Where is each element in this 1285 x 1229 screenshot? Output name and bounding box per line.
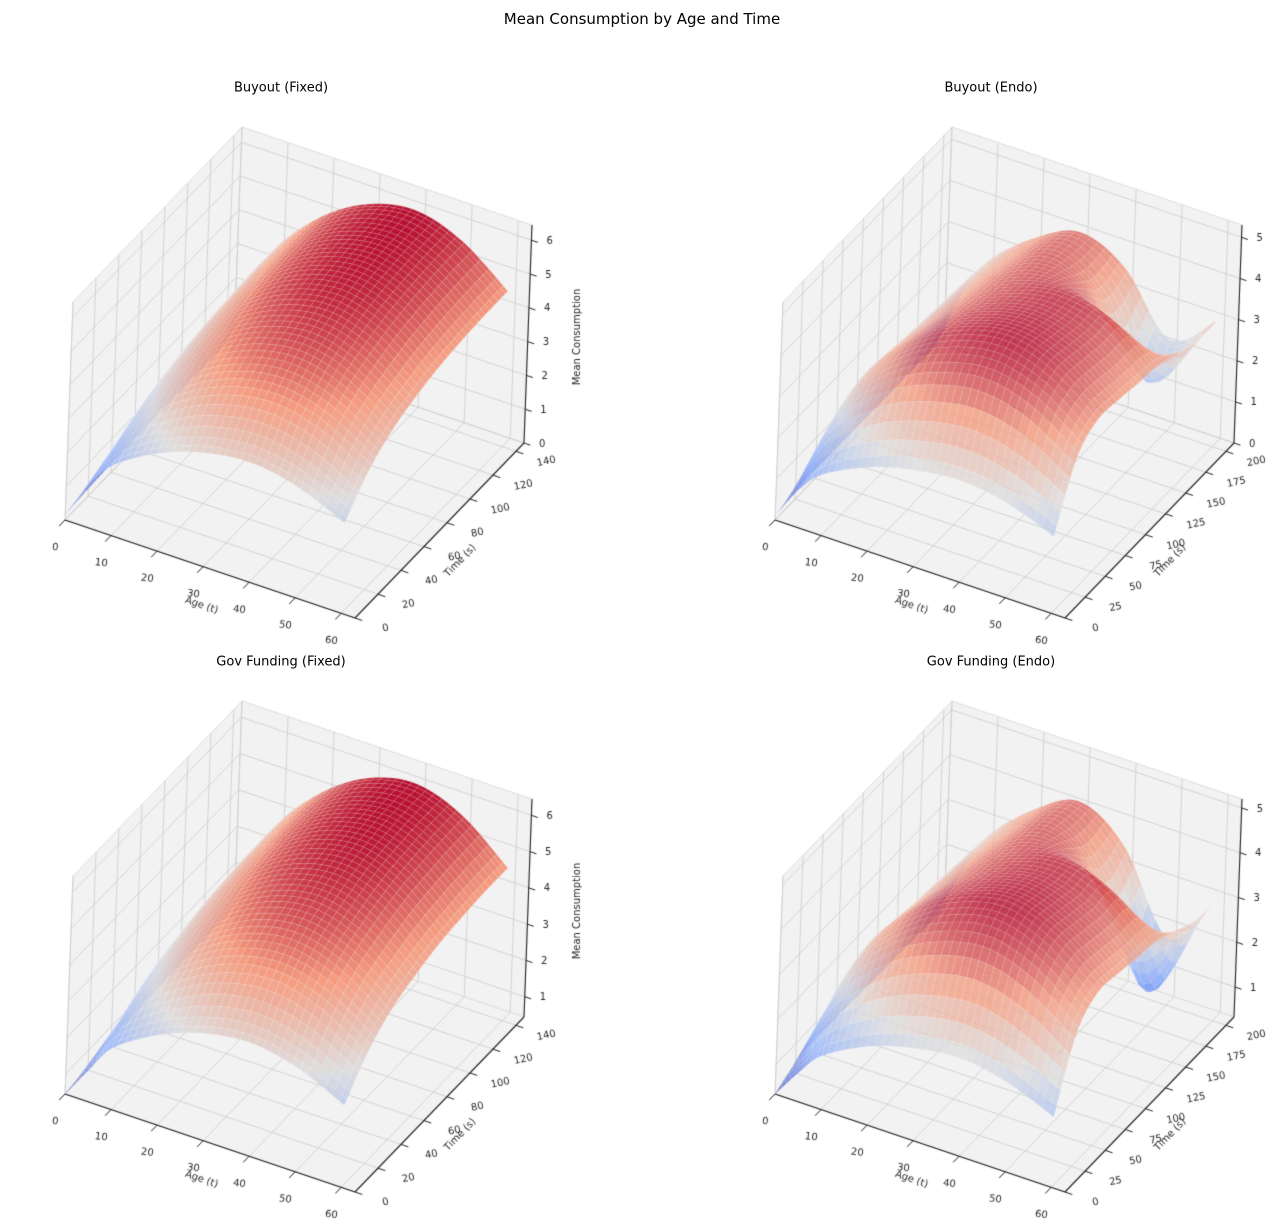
surface-plot-govfund-fixed: [0, 629, 643, 1229]
surface-plot-buyout-fixed: [0, 50, 643, 650]
surface-plot-buyout-endo: [642, 50, 1285, 650]
surface-plot-govfund-endo: [642, 629, 1285, 1229]
figure-title: Mean Consumption by Age and Time: [503, 10, 781, 28]
